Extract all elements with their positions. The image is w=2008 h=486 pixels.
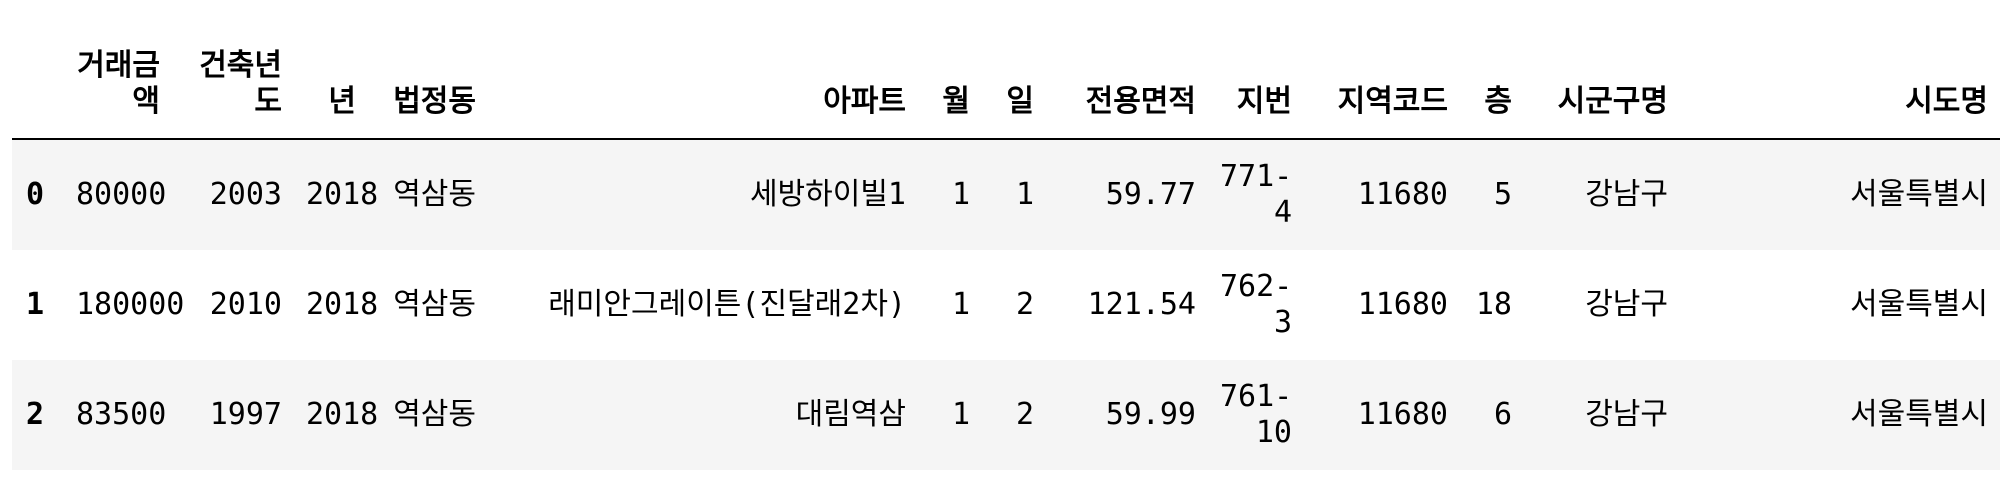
table-cell: 서울특별시 — [1850, 287, 1988, 322]
table-cell: 11680 — [1357, 397, 1448, 432]
table-cell: 강남구 — [1585, 287, 1668, 322]
header-row: 거래금액 건축년도 년 법정동 아파트 월 일 전용면적 지번 지역코드 층 시… — [12, 40, 2000, 140]
column-header: 전용면적 — [1046, 40, 1208, 140]
table-cell: 80000 — [76, 177, 167, 212]
table-cell: 2010 — [209, 287, 282, 322]
table-cell: 5 — [1493, 177, 1512, 212]
table-cell: 771-4 — [1220, 159, 1293, 230]
table-cell: 83500 — [76, 397, 167, 432]
column-header: 층 — [1460, 40, 1524, 140]
table-cell: 역삼동 — [393, 177, 476, 212]
table-row: 1 180000 2010 2018 역삼동 래미안그레이튼(진달래2차) 1 … — [12, 250, 2000, 360]
table-cell: 대림역삼 — [795, 397, 906, 432]
table-row: 0 80000 2003 2018 역삼동 세방하이빌1 1 1 59.77 7… — [12, 139, 2000, 250]
column-header: 지역코드 — [1304, 40, 1460, 140]
dataframe-table: 거래금액 건축년도 년 법정동 아파트 월 일 전용면적 지번 지역코드 층 시… — [12, 40, 2000, 470]
column-header: 시도명 — [1680, 40, 2000, 140]
table-cell: 2 — [1015, 397, 1034, 432]
table-cell: 1 — [951, 397, 970, 432]
table-cell: 강남구 — [1585, 397, 1668, 432]
table-cell: 761-10 — [1220, 379, 1293, 450]
table-cell: 1 — [951, 177, 970, 212]
table-cell: 래미안그레이튼(진달래2차) — [548, 287, 906, 322]
table-cell: 2018 — [306, 397, 379, 432]
column-header: 시군구명 — [1524, 40, 1680, 140]
column-header: 월 — [918, 40, 982, 140]
table-cell: 2018 — [306, 287, 379, 322]
table-row: 2 83500 1997 2018 역삼동 대림역삼 1 2 59.99 761… — [12, 360, 2000, 470]
column-header: 아파트 — [488, 40, 918, 140]
table-cell: 11680 — [1357, 287, 1448, 322]
table-cell: 역삼동 — [393, 397, 476, 432]
table-cell: 2 — [1015, 287, 1034, 322]
table-cell: 강남구 — [1585, 177, 1668, 212]
table-cell: 6 — [1493, 397, 1512, 432]
column-header: 건축년도 — [172, 40, 294, 140]
column-header: 지번 — [1208, 40, 1304, 140]
table-cell: 18 — [1475, 287, 1512, 322]
table-cell: 1997 — [209, 397, 282, 432]
table-cell: 2018 — [306, 177, 379, 212]
table-cell: 59.77 — [1105, 177, 1196, 212]
table-cell: 11680 — [1357, 177, 1448, 212]
row-index: 0 — [26, 177, 45, 212]
column-header: 년 — [294, 40, 368, 140]
row-index: 2 — [26, 397, 45, 432]
column-header: 법정동 — [368, 40, 488, 140]
table-cell: 121.54 — [1087, 287, 1196, 322]
table-cell: 1 — [1015, 177, 1034, 212]
table-cell: 서울특별시 — [1850, 177, 1988, 212]
index-header — [12, 40, 64, 140]
row-index: 1 — [26, 287, 45, 322]
table-cell: 762-3 — [1220, 269, 1293, 340]
table-cell: 세방하이빌1 — [749, 177, 906, 212]
table-cell: 2003 — [209, 177, 282, 212]
table-cell: 1 — [951, 287, 970, 322]
column-header: 거래금액 — [64, 40, 172, 140]
table-cell: 180000 — [76, 287, 185, 322]
table-cell: 서울특별시 — [1850, 397, 1988, 432]
column-header: 일 — [982, 40, 1046, 140]
table-cell: 역삼동 — [393, 287, 476, 322]
table-cell: 59.99 — [1105, 397, 1196, 432]
